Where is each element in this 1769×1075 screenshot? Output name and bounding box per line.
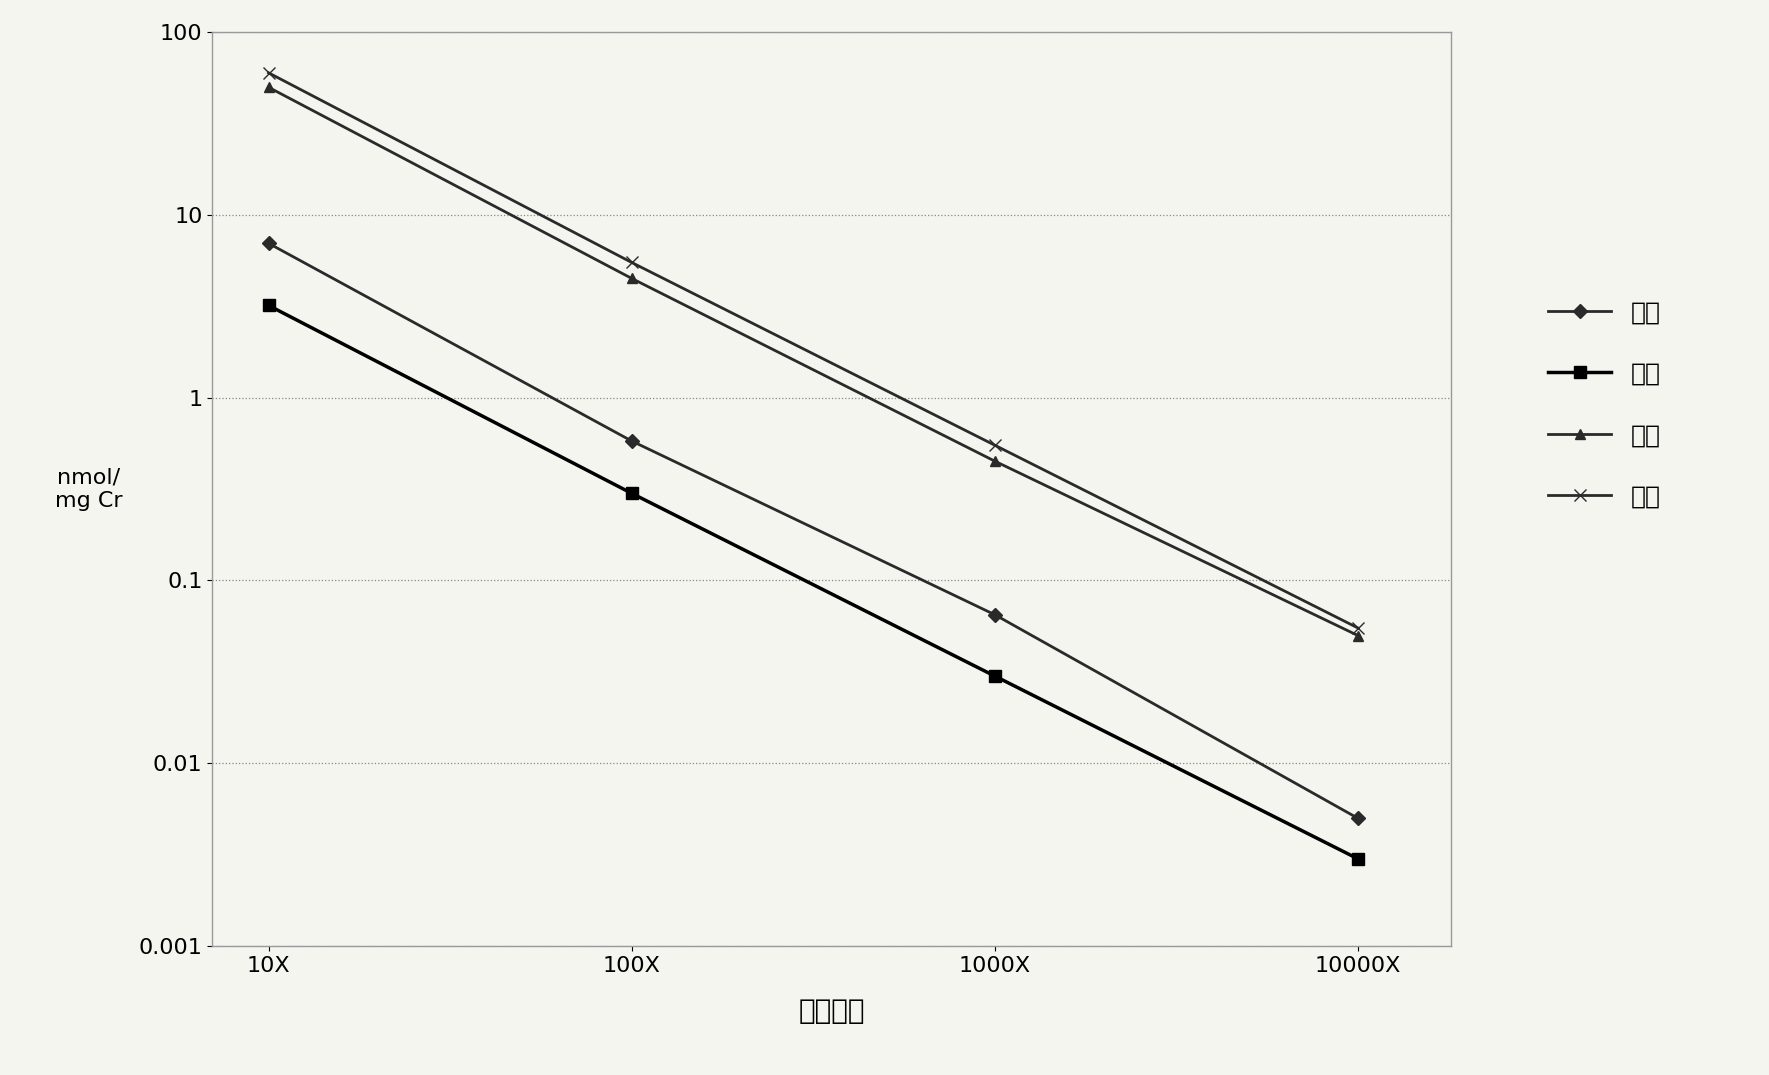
Text: nmol/
mg Cr: nmol/ mg Cr (55, 468, 122, 511)
Line: 腐胺: 腐胺 (264, 83, 1362, 641)
X-axis label: 稀释倍数: 稀释倍数 (798, 997, 865, 1024)
腐胺 (1348, 629, 1369, 642)
Line: 精胺: 精胺 (264, 300, 1364, 864)
Line: 精脒: 精脒 (264, 239, 1362, 823)
多胺 (258, 67, 280, 80)
腐胺 (984, 455, 1005, 468)
Legend: 精脒, 精胺, 腐胺, 多胺: 精脒, 精胺, 腐胺, 多胺 (1548, 301, 1661, 510)
精胺 (258, 299, 280, 312)
精胺 (1348, 852, 1369, 865)
精脒 (621, 434, 642, 447)
腐胺 (621, 272, 642, 285)
腐胺 (258, 81, 280, 94)
精脒 (258, 236, 280, 249)
精脒 (1348, 812, 1369, 825)
多胺 (621, 256, 642, 269)
多胺 (1348, 621, 1369, 634)
精胺 (984, 670, 1005, 683)
精胺 (621, 487, 642, 500)
Line: 多胺: 多胺 (262, 67, 1364, 634)
精脒 (984, 608, 1005, 621)
多胺 (984, 439, 1005, 452)
